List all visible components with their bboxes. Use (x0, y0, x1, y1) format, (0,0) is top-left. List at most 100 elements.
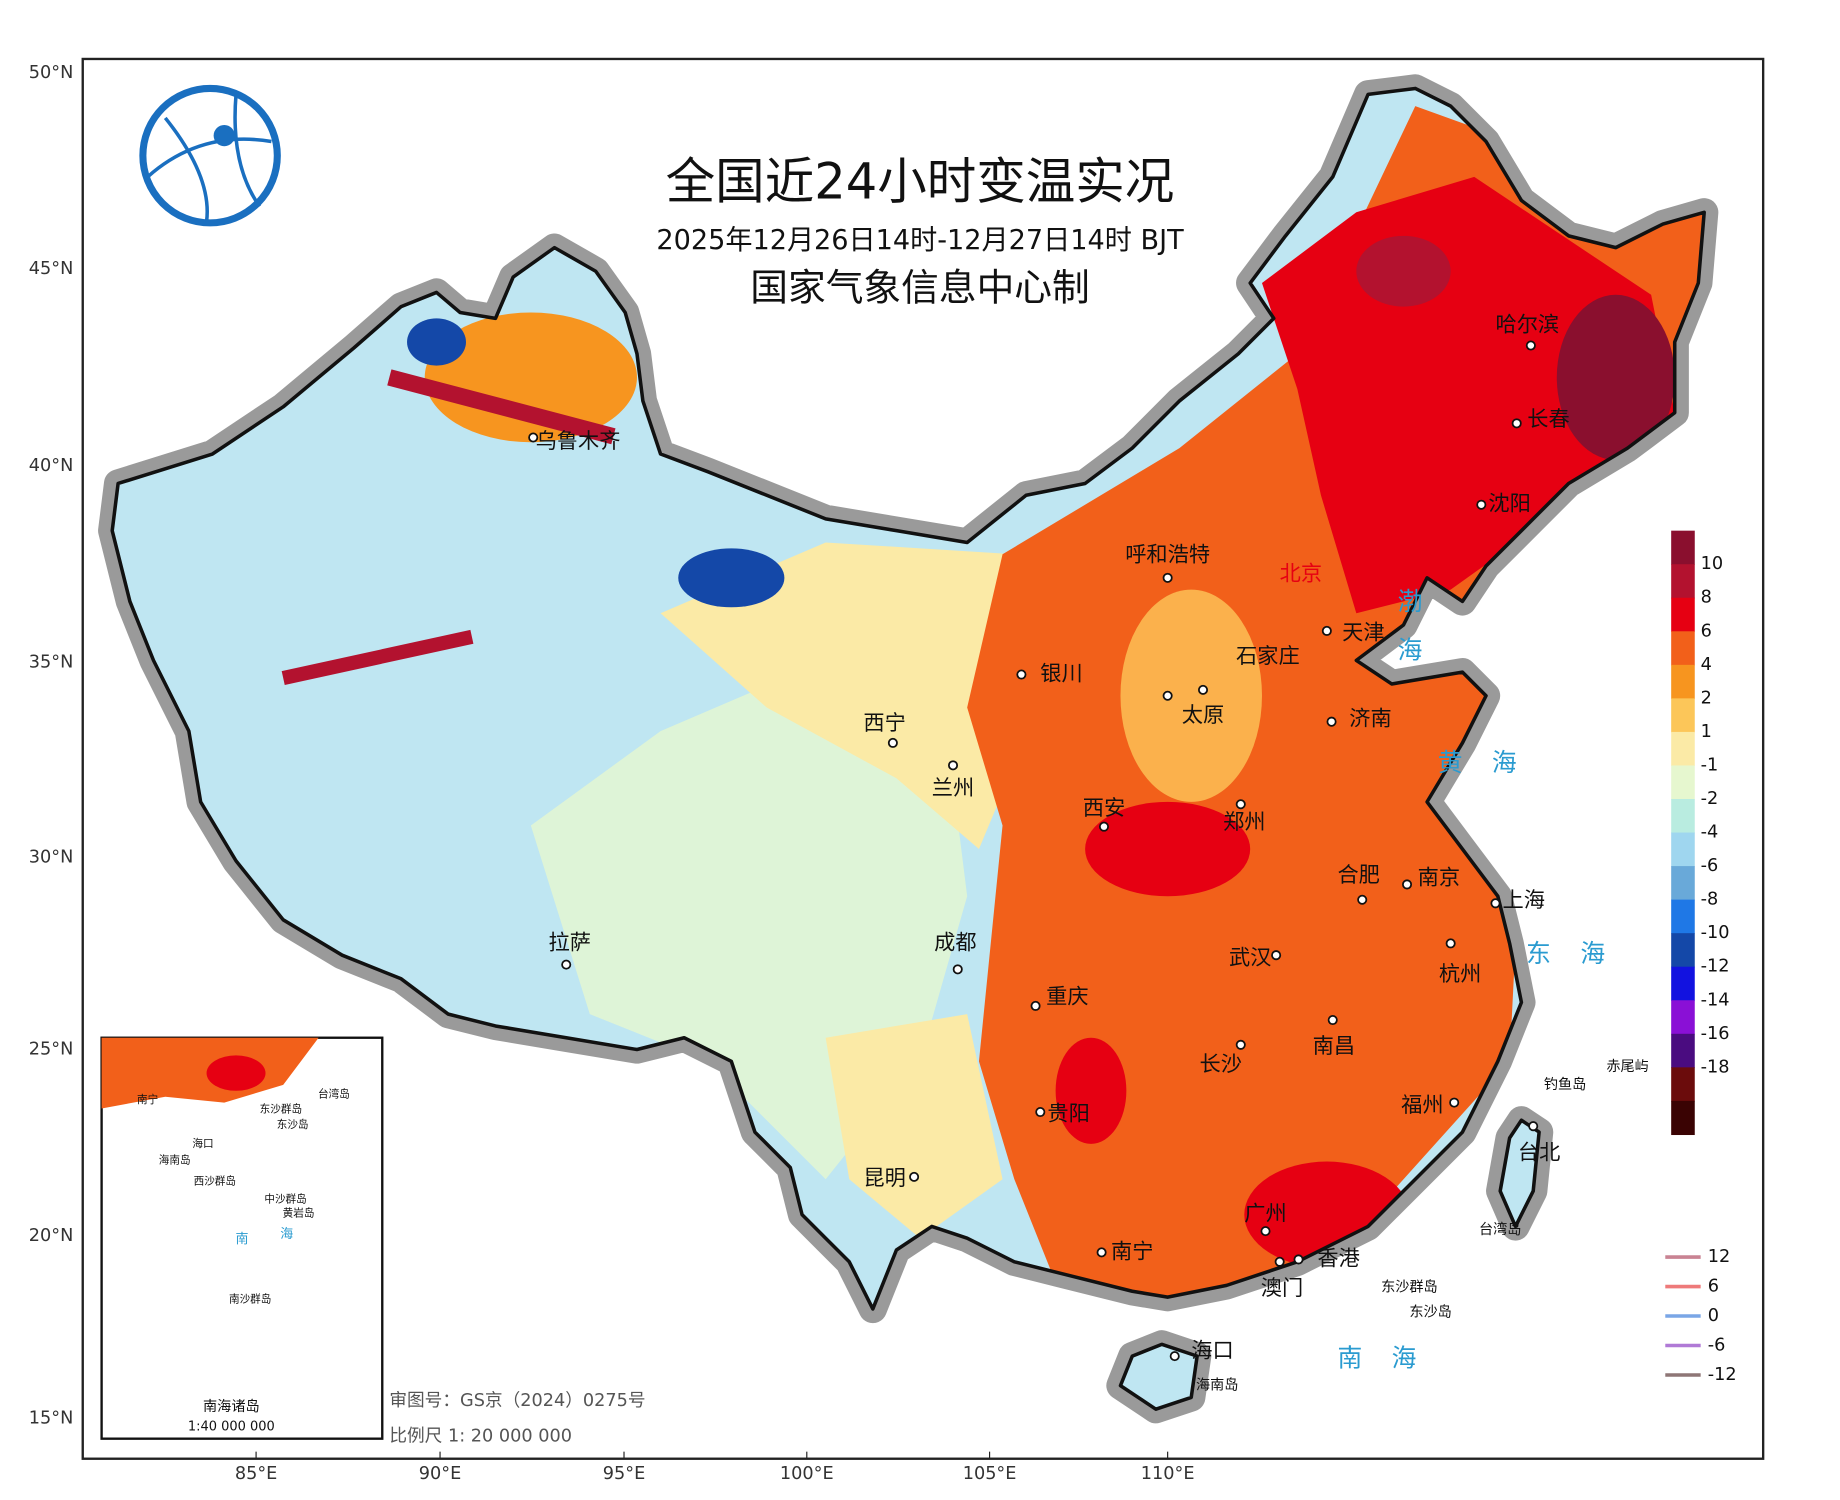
sea-label: 东海 (1526, 939, 1634, 968)
city-label: 银川 (1040, 662, 1082, 687)
sea-label: 黄海 (1438, 748, 1546, 777)
city-label: 南京 (1418, 866, 1460, 891)
city-dot (1293, 1254, 1304, 1265)
inset-label: 南沙群岛 (229, 1293, 271, 1306)
city-dot (1449, 1097, 1460, 1108)
city-label: 武汉 (1229, 946, 1271, 971)
city-dot (887, 737, 898, 748)
city-dot (1198, 684, 1209, 695)
city-dot (1445, 938, 1456, 949)
city-label: 拉萨 (549, 930, 591, 955)
legend-label: -12 (1701, 957, 1730, 977)
city-dot (909, 1171, 920, 1182)
city-label: 太原 (1182, 703, 1224, 728)
inset-title: 南海诸岛 (203, 1399, 260, 1415)
city-label: 呼和浩特 (1125, 542, 1210, 567)
city-dot (952, 964, 963, 975)
sea-label: 渤海 (1394, 588, 1423, 685)
logo (139, 84, 281, 227)
city-dot (1260, 1226, 1271, 1237)
legend-swatch (1671, 966, 1695, 1001)
latitude-label: 35°N (29, 653, 74, 673)
inset-label: 东沙群岛 (260, 1103, 302, 1116)
legend-swatch (1671, 765, 1695, 800)
city-label: 重庆 (1046, 985, 1088, 1010)
longitude-label: 110°E (1141, 1464, 1195, 1484)
labels: 全国近24小时变温实况 2025年12月26日14时-12月27日14时 BJT 国… (29, 63, 1737, 1484)
city-label: 福州 (1401, 1093, 1443, 1118)
legend-label: 2 (1701, 688, 1712, 708)
inset-land (206, 1055, 266, 1091)
legend-swatch (1671, 899, 1695, 934)
city-label: 长沙 (1199, 1052, 1241, 1077)
latitude-label: 50°N (29, 63, 74, 83)
contour-legend-label: 6 (1708, 1277, 1719, 1297)
island-label: 东沙群岛 (1381, 1280, 1438, 1296)
city-dot (1274, 1256, 1285, 1267)
legend-label: -8 (1701, 890, 1719, 910)
city-dot (1525, 340, 1536, 351)
inset-label: 海口 (192, 1137, 213, 1150)
contour-legend-label: 0 (1708, 1306, 1719, 1326)
longitude-label: 95°E (603, 1464, 646, 1484)
island-label: 赤尾屿 (1606, 1059, 1648, 1075)
legend-label: 6 (1701, 621, 1712, 641)
island-label: 钓鱼岛 (1544, 1076, 1586, 1093)
inset-label: 台湾岛 (318, 1087, 350, 1100)
city-label: 上海 (1503, 888, 1545, 913)
legend-swatch (1671, 631, 1695, 666)
contour-legend-label: 12 (1708, 1247, 1731, 1267)
legend-label: -6 (1701, 856, 1719, 876)
island-label: 海南岛 (1196, 1378, 1238, 1394)
city-dot (1528, 1121, 1539, 1132)
legend-swatch (1671, 1033, 1695, 1068)
map-frame (81, 57, 1765, 1460)
subtitle: 2025年12月26日14时-12月27日14时 BJT (656, 225, 1184, 256)
latitude-label: 30°N (29, 847, 74, 867)
city-label: 澳门 (1261, 1276, 1303, 1301)
city-label: 济南 (1349, 706, 1391, 731)
inset-label: 黄岩岛 (283, 1206, 315, 1219)
latitude-label: 15°N (29, 1409, 74, 1429)
city-label: 乌鲁木齐 (536, 429, 621, 454)
city-label: 广州 (1244, 1202, 1286, 1227)
city-label: 香港 (1317, 1246, 1359, 1271)
inset-scale: 1:40 000 000 (188, 1419, 275, 1434)
city-label: 昆明 (863, 1166, 905, 1191)
title: 全国近24小时变温实况 (666, 153, 1175, 211)
city-dot (1098, 821, 1109, 832)
city-dot (528, 432, 539, 443)
city-label: 台北 (1518, 1140, 1560, 1165)
legend-swatch (1671, 731, 1695, 767)
inset-label: 东沙岛 (277, 1118, 309, 1131)
legend-label: -14 (1701, 990, 1730, 1010)
inset-label: 海南岛 (159, 1153, 191, 1166)
legend-swatch (1671, 832, 1695, 867)
city-dot (1030, 1000, 1041, 1011)
island-label: 台湾岛 (1479, 1221, 1521, 1238)
legend-label: -1 (1701, 755, 1719, 775)
legend-swatch (1671, 664, 1695, 699)
contour-legend-label: -12 (1708, 1365, 1737, 1385)
legend-label: -2 (1701, 789, 1719, 809)
inset-label: 中沙群岛 (264, 1192, 306, 1205)
city-label: 贵阳 (1047, 1101, 1089, 1126)
city-label: 北京 (1280, 561, 1322, 586)
city-dot (1476, 499, 1487, 510)
latitude-label: 45°N (29, 259, 74, 279)
city-label: 兰州 (932, 776, 974, 801)
inset-label: 海 (280, 1227, 293, 1242)
longitude-label: 85°E (235, 1464, 278, 1484)
legend-label: -18 (1701, 1057, 1730, 1077)
city-label: 海口 (1191, 1338, 1233, 1363)
latitude-label: 40°N (29, 456, 74, 476)
contour-legend-label: -6 (1708, 1336, 1726, 1356)
city-label: 石家庄 (1236, 644, 1300, 669)
city-label: 沈阳 (1488, 492, 1530, 517)
city-dot (1162, 690, 1173, 701)
legend-label: 4 (1701, 655, 1712, 675)
approval-number: 审图号：GS京（2024）0275号 (389, 1390, 645, 1411)
city-dot (1162, 572, 1173, 583)
inset-label: 西沙群岛 (194, 1175, 236, 1188)
